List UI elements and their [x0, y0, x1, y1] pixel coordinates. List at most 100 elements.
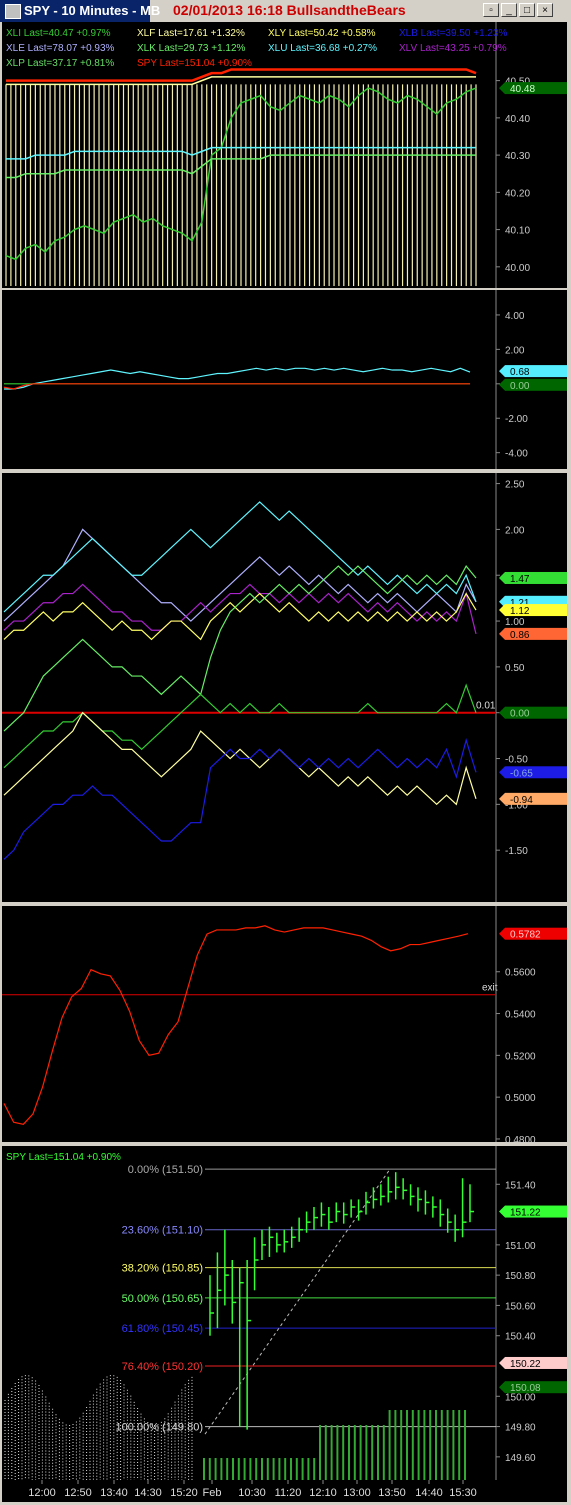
last-marker-xlu: 0.68 — [510, 367, 530, 378]
last-marker-box — [505, 706, 567, 719]
series-xlb — [3, 738, 477, 860]
series-xlu — [4, 367, 471, 390]
series-xlf — [6, 76, 476, 86]
y-tick-label: 1.00 — [505, 617, 525, 628]
zero-line-label: 0.01 — [476, 701, 496, 712]
series-xli — [5, 87, 477, 261]
y-tick-label: 40.10 — [505, 226, 530, 237]
series-xlk — [3, 564, 477, 732]
series-spy — [6, 68, 477, 82]
last-marker: 1.12 — [510, 606, 530, 617]
x-axis-background — [2, 1480, 567, 1502]
x-tick-label: 12:50 — [64, 1487, 92, 1499]
fib-level-label: 61.80% (150.45) — [122, 1323, 203, 1335]
y-tick-label: 0.50 — [505, 663, 525, 674]
last-marker-xli-arrow — [499, 378, 505, 391]
last-marker-arrow — [499, 571, 505, 584]
y-tick-label: 150.80 — [505, 1271, 536, 1282]
last-marker-fib-arrow — [499, 1356, 505, 1369]
y-tick-label: 4.00 — [505, 311, 525, 322]
y-tick-label: 0.4800 — [505, 1135, 536, 1146]
y-tick-label: 2.50 — [505, 480, 525, 491]
x-tick-label: 14:30 — [134, 1487, 162, 1499]
x-tick-label: 15:30 — [449, 1487, 477, 1499]
restore-down-icon[interactable]: ▫ — [483, 3, 499, 17]
y-tick-label: 40.40 — [505, 114, 530, 125]
last-marker-arrow — [499, 82, 505, 95]
x-tick-label: 14:40 — [415, 1487, 443, 1499]
legend-xlp: XLP Last=37.17 +0.81% — [6, 58, 114, 69]
last-marker-volume: 150.08 — [510, 1383, 541, 1394]
y-tick-label: 149.60 — [505, 1453, 536, 1464]
legend-xle: XLE Last=78.07 +0.93% — [6, 43, 115, 54]
last-marker-arrow — [499, 604, 505, 617]
y-tick-label: -2.00 — [505, 414, 528, 425]
y-tick-label: 151.40 — [505, 1180, 536, 1191]
panel-4-background — [2, 906, 567, 1142]
y-tick-label: 40.00 — [505, 263, 530, 274]
title-bar-active — [0, 0, 150, 22]
x-tick-label: 13:00 — [343, 1487, 371, 1499]
last-marker-arrow — [499, 766, 505, 779]
y-tick-label: -1.00 — [505, 800, 528, 811]
legend-xlv: XLV Last=43.25 +0.79% — [399, 43, 507, 54]
last-marker-price: 151.22 — [510, 1208, 541, 1219]
x-tick-label: 11:20 — [275, 1487, 302, 1499]
last-marker-box — [505, 927, 567, 940]
series-xlf — [3, 711, 477, 806]
y-tick-label: 2.00 — [505, 345, 525, 356]
panel-5-background — [2, 1146, 567, 1480]
y-tick-label: 150.40 — [505, 1332, 536, 1343]
last-marker-price-arrow — [499, 1205, 505, 1218]
fib-level-label: 50.00% (150.65) — [122, 1293, 203, 1305]
series-xlv — [3, 583, 477, 635]
fib-level-label: 100.00% (149.80) — [116, 1422, 203, 1434]
last-marker-volume-arrow — [499, 1381, 505, 1394]
close-icon[interactable]: × — [537, 3, 553, 17]
last-marker-arrow — [499, 792, 505, 805]
y-tick-label: 0.5200 — [505, 1051, 536, 1062]
legend-xlf: XLF Last=17.61 +1.32% — [137, 28, 245, 39]
fib-level-label: 76.40% (150.20) — [122, 1361, 203, 1373]
panel-3-background — [2, 473, 567, 902]
window-subtitle: 02/01/2013 16:18 BullsandtheBears — [173, 2, 406, 18]
legend-xlk: XLK Last=29.73 +1.12% — [137, 43, 246, 54]
last-marker: 0.86 — [510, 630, 530, 641]
exit-line-label: exit — [482, 983, 498, 994]
series-xly — [3, 592, 477, 641]
last-marker-box — [505, 766, 567, 779]
fib-level-label: 0.00% (151.50) — [128, 1164, 203, 1176]
y-tick-label: 150.00 — [505, 1392, 536, 1403]
series-xlu — [3, 501, 477, 613]
fib-level-label: 23.60% (151.10) — [122, 1225, 203, 1237]
y-tick-label: 0.5000 — [505, 1093, 536, 1104]
last-marker-box — [505, 604, 567, 617]
x-tick-label: 13:40 — [100, 1487, 128, 1499]
y-tick-label: -4.00 — [505, 449, 528, 460]
y-tick-label: -0.50 — [505, 755, 528, 766]
fib-level-label: 38.20% (150.85) — [122, 1263, 203, 1275]
y-tick-label: 0.5400 — [505, 1010, 536, 1021]
last-marker-xlu-box — [505, 365, 567, 378]
last-marker-fib-box — [505, 1356, 567, 1369]
y-tick-label: 151.00 — [505, 1241, 536, 1252]
last-marker-price-box — [505, 1205, 567, 1218]
y-tick-label: 2.00 — [505, 525, 525, 536]
legend-xli: XLI Last=40.47 +0.97% — [6, 28, 111, 39]
minimize-icon[interactable]: _ — [501, 3, 517, 17]
series-xlu — [6, 146, 476, 160]
y-tick-label: 40.30 — [505, 151, 530, 162]
legend-xlb: XLB Last=39.50 +1.23% — [399, 28, 508, 39]
x-tick-label: 15:20 — [170, 1487, 198, 1499]
series-xlk — [6, 154, 476, 179]
panel-2-background — [2, 290, 567, 469]
x-tick-label: 12:00 — [28, 1487, 56, 1499]
series-xle — [3, 528, 477, 622]
maximize-icon[interactable]: □ — [519, 3, 535, 17]
window-title: SPY - 10 Minutes - MB — [24, 3, 161, 18]
last-marker-arrow — [499, 927, 505, 940]
last-marker-arrow — [499, 706, 505, 719]
spy-legend: SPY Last=151.04 +0.90% — [6, 1152, 121, 1163]
